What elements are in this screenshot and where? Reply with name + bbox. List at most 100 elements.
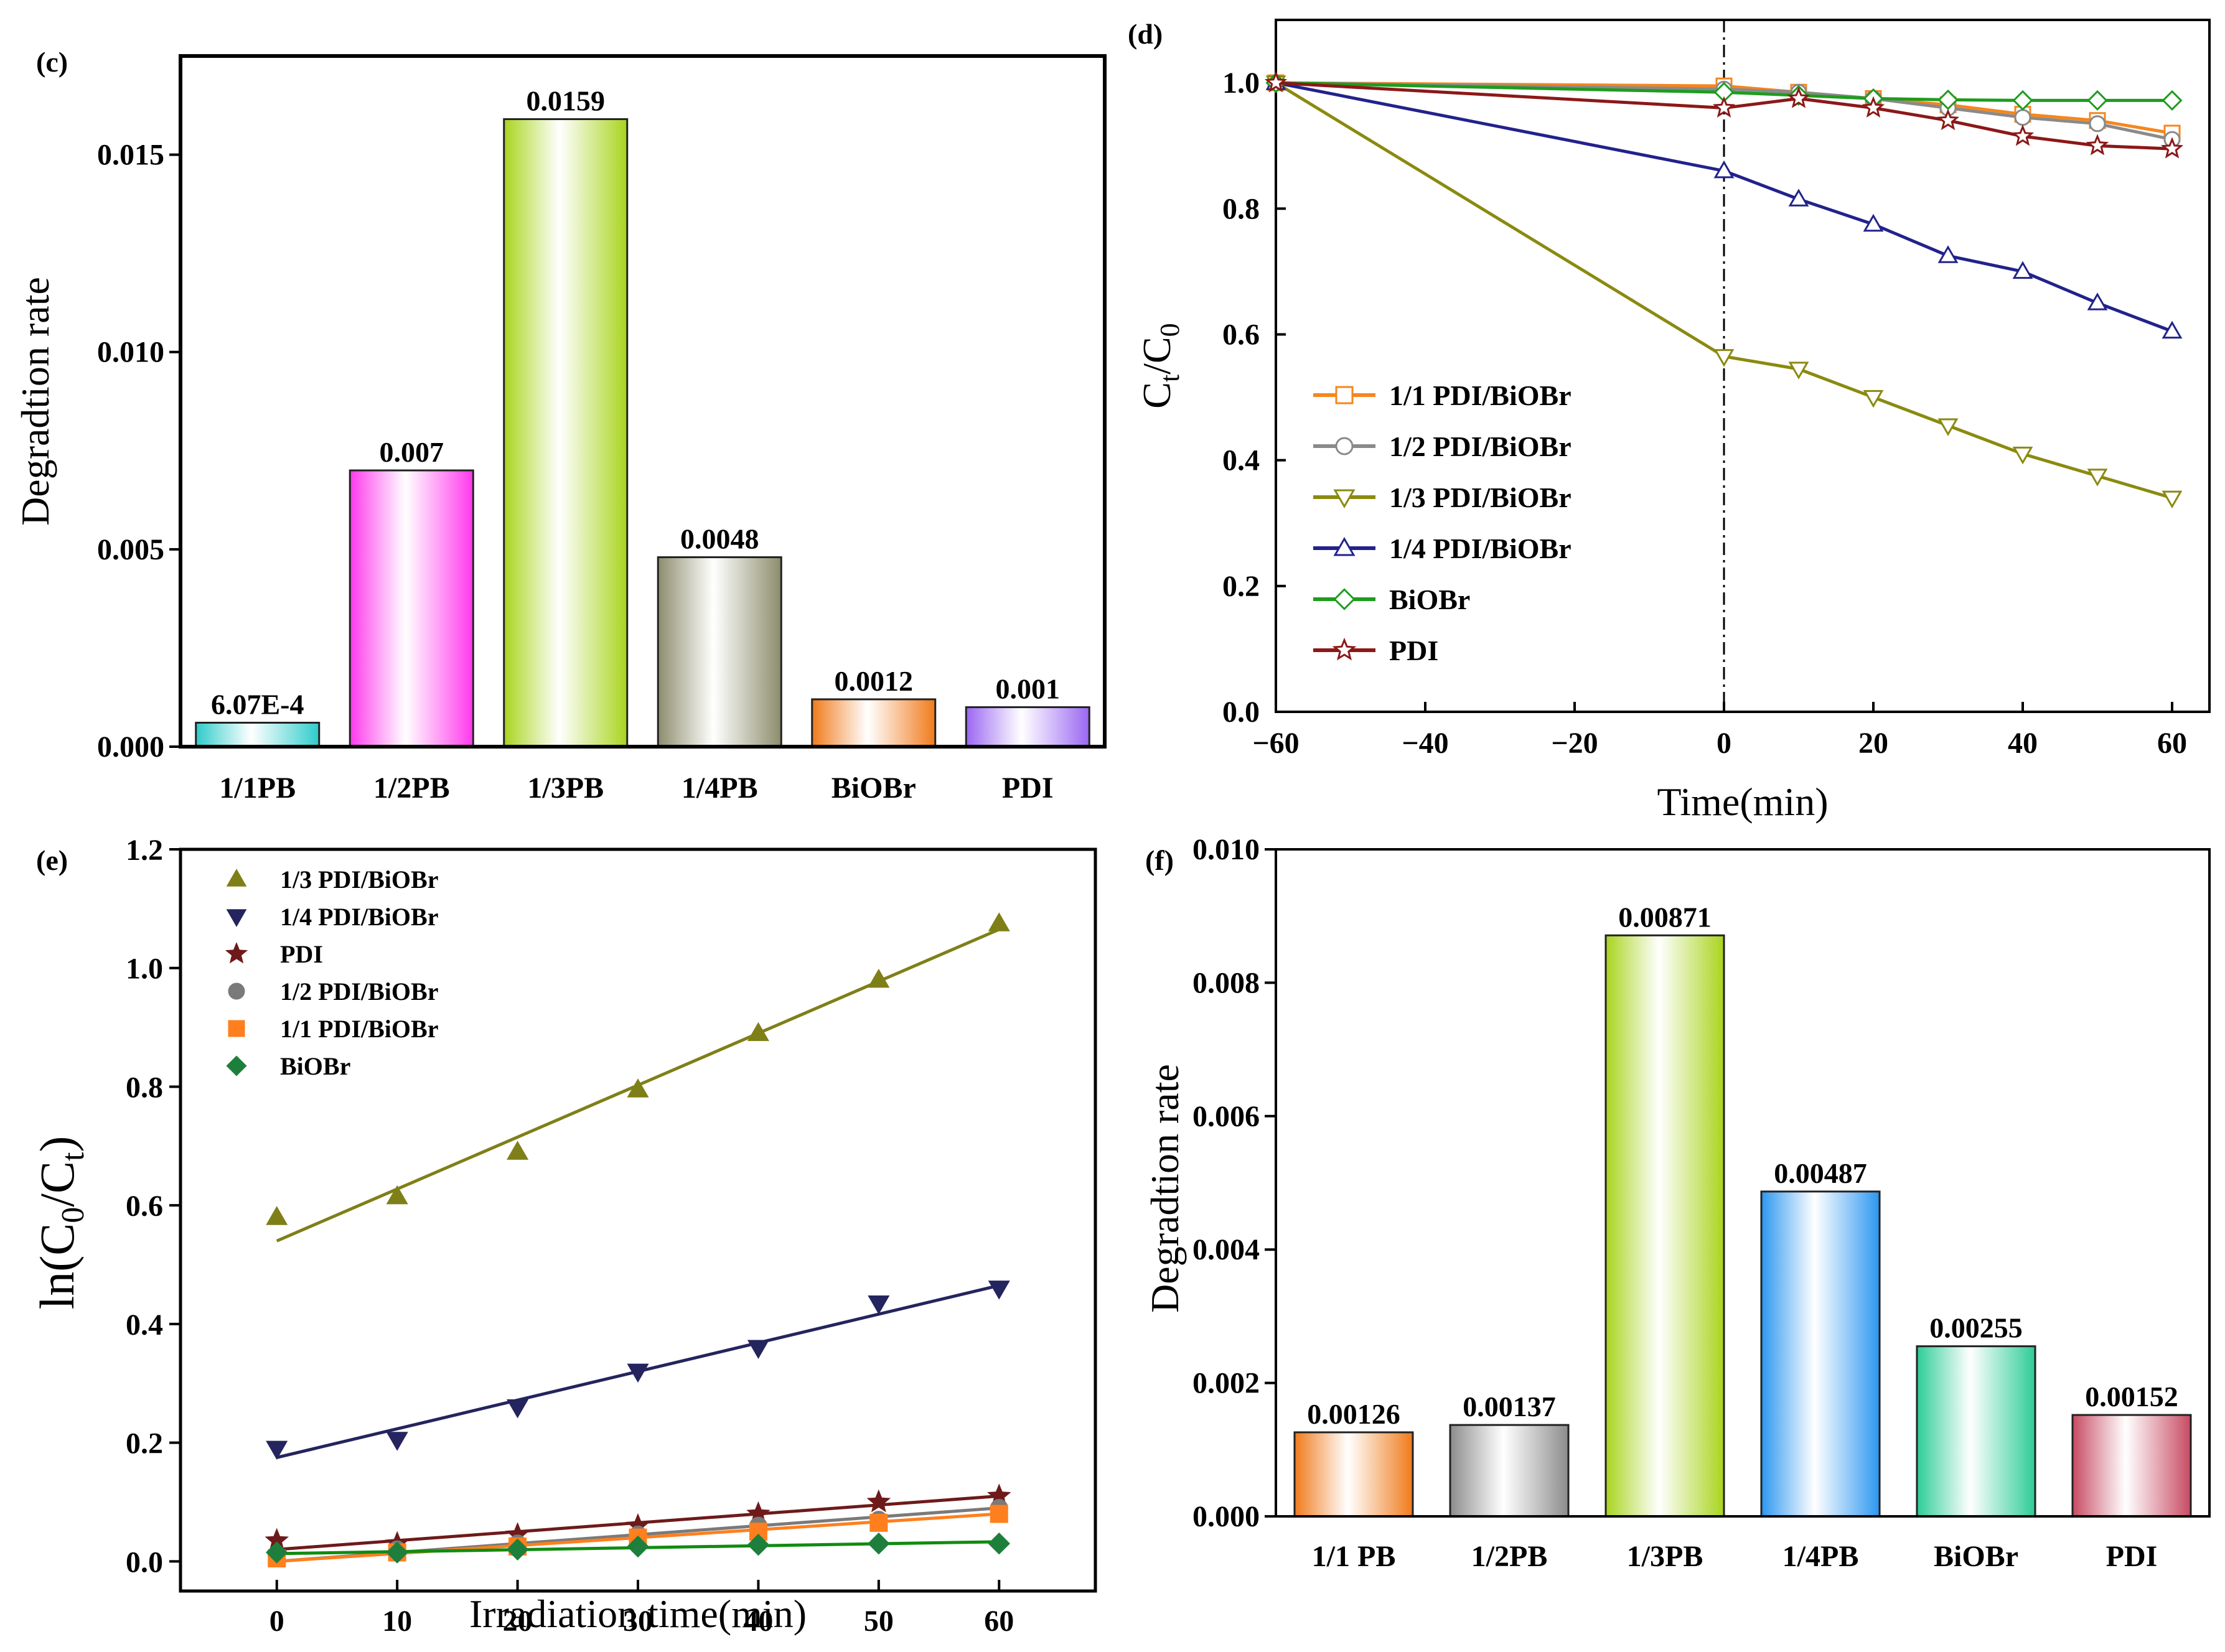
d-legend-label-1: 1/2 PDI/BiOBr [1389,431,1572,462]
e-legend-marker-2 [225,941,248,964]
d-ytick-label-5: 1.0 [1222,67,1260,100]
e-point-1-6 [988,1281,1010,1300]
d-x-axis-title: Time(min) [1657,780,1829,824]
e-ytick-label-4: 0.8 [126,1071,163,1104]
svg-text:Ct/C0: Ct/C0 [1135,323,1185,408]
e-y-axis-title: ln(C0/Ct) [30,1136,91,1310]
d-series-line-3 [1275,81,2173,333]
e-ytick-label-1: 0.2 [126,1427,163,1460]
f-ytick-label-0: 0.000 [1192,1500,1260,1533]
e-point-0-1 [386,1185,408,1205]
f-ytick-label-5: 0.010 [1192,833,1260,866]
c-ytick-label-1: 0.005 [97,533,164,566]
e-point-5-5 [868,1532,890,1555]
e-point-5-2 [506,1538,529,1561]
f-ytick-label-3: 0.006 [1192,1100,1260,1133]
e-xtick-label-5: 50 [864,1605,894,1638]
d-ytick-label-2: 0.4 [1222,444,1260,477]
f-y-axis-title: Degradtion rate [1143,1064,1187,1313]
e-point-1-5 [868,1295,890,1315]
c-ytick-label-0: 0.000 [97,730,164,763]
f-bar-1 [1449,1424,1570,1518]
d-ytick-label-4: 0.8 [1222,192,1260,225]
d-series-line-1 [1275,81,2173,141]
f-category-3: 1/4PB [1782,1540,1859,1573]
d-legend-marker-2 [1333,489,1356,508]
d-series [1264,71,2184,509]
c-bar-4 [811,698,937,748]
d-point-3-4 [1937,245,1959,263]
d-point-4-7 [2162,90,2183,111]
f-bar-2 [1604,934,1725,1518]
d-xtick-label-0: −60 [1252,727,1299,760]
e-point-5-6 [988,1532,1010,1555]
panel-label-d: (d) [1128,18,1163,50]
e-xtick-label-3: 30 [623,1605,653,1638]
e-ylabel-close: ) [30,1136,84,1152]
d-point-3-1 [1713,160,1735,179]
c-category-3: 1/4PB [682,772,758,805]
e-point-1-2 [507,1399,529,1419]
f-y-ticks: 0.000 0.002 0.004 0.006 0.008 0.010 [1192,833,1276,1533]
e-point-5-4 [747,1533,770,1556]
d-point-5-0 [1264,71,1288,93]
e-point-0-3 [627,1078,649,1098]
d-legend-label-2: 1/3 PDI/BiOBr [1389,482,1572,513]
e-legend-label-2: PDI [280,940,323,968]
d-ylabel-sub-t: t [1155,375,1185,382]
e-point-5-1 [386,1541,408,1564]
c-bar-3 [657,556,782,748]
e-ylabel-sub-t: t [55,1152,91,1161]
c-category-4: BiOBr [831,772,916,805]
d-point-3-5 [2012,261,2033,279]
d-point-4-6 [2087,90,2108,111]
d-point-3-6 [2087,292,2108,310]
f-category-0: 1/1 PB [1312,1540,1396,1573]
c-y-axis-title: Degradtion rate [13,277,57,526]
f-category-4: BiOBr [1934,1540,2018,1573]
d-ylabel-slash: /C [1135,337,1179,374]
d-legend-marker-5 [1332,637,1357,661]
e-legend-label-1: 1/4 PDI/BiOBr [280,903,438,931]
e-legend-marker-5 [226,1055,247,1076]
e-xtick-label-4: 40 [743,1605,773,1638]
e-ylabel-sub-0: 0 [55,1207,91,1223]
d-ytick-label-3: 0.6 [1222,318,1260,351]
d-ytick-label-0: 0.0 [1222,696,1260,729]
d-point-5-6 [2086,134,2109,156]
c-ytick-label-3: 0.015 [97,139,164,172]
d-point-3-7 [2162,320,2183,339]
d-legend-marker-4 [1333,588,1356,610]
c-bar-value-0: 6.07E-4 [211,688,304,720]
d-point-2-5 [2012,446,2033,465]
e-point-1-1 [386,1432,408,1451]
c-bar-value-1: 0.007 [380,436,444,468]
d-point-5-4 [1936,108,1960,131]
c-bar-value-4: 0.0012 [835,665,914,697]
d-point-4-5 [2012,90,2033,111]
d-ytick-label-1: 0.2 [1222,570,1260,603]
d-series-line-4 [1275,81,2172,102]
panel-f-bar-chart: (f) 0.00126 0.001370.008710.004870.002550… [1143,833,2211,1573]
e-ytick-label-6: 1.2 [126,834,163,867]
e-point-0-4 [747,1022,769,1042]
e-legend-label-4: 1/1 PDI/BiOBr [280,1015,438,1043]
e-point-2-5 [866,1489,891,1513]
c-bar-0 [195,721,321,748]
d-point-2-4 [1937,418,1959,436]
f-bar-value-4: 0.00255 [1929,1312,2023,1344]
e-point-1-4 [747,1340,769,1359]
d-y-axis-title: Ct/C0 [1135,323,1185,408]
f-ytick-label-1: 0.002 [1192,1367,1260,1400]
e-points [265,912,1011,1568]
d-point-1-5 [2014,109,2031,126]
e-x-axis-title: Irradiation time(min) [469,1592,807,1636]
f-bar-value-3: 0.00487 [1774,1157,1867,1189]
e-point-4-6 [990,1505,1008,1523]
f-bar-value-1: 0.00137 [1463,1391,1556,1422]
f-bars: 0.00126 0.00137 0.00871 0.00487 0.00255 0.001… [1293,901,2192,1518]
d-series-line-2 [1275,81,2173,500]
f-bar-0 [1293,1431,1414,1518]
d-legend-label-3: 1/4 PDI/BiOBr [1389,533,1572,564]
